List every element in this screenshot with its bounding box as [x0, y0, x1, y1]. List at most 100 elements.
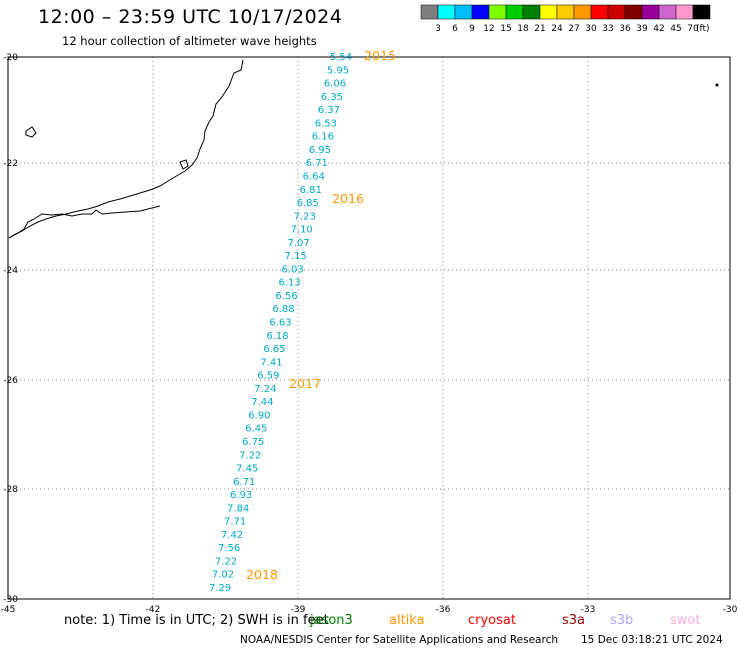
wave-height-label: 6.59 [257, 371, 279, 382]
colorbar-swatch [556, 4, 575, 20]
colorbar-label: 45 [670, 24, 681, 34]
latitude-label: -24 [3, 266, 18, 276]
latitude-label: -30 [3, 595, 18, 605]
colorbar-swatch [420, 4, 439, 20]
wave-height-label: 7.45 [236, 464, 258, 475]
map-title: 12:00 – 23:59 UTC 10/17/2024 [38, 6, 343, 28]
wave-height-label: 6.18 [266, 331, 288, 342]
latitude-label: -20 [3, 53, 18, 63]
wave-height-label: 6.75 [242, 437, 264, 448]
colorbar-label: 27 [568, 24, 579, 34]
longitude-label: -39 [291, 605, 306, 615]
graticule [8, 57, 730, 599]
wave-height-label: 7.56 [218, 543, 240, 554]
wave-height-label: 6.13 [278, 278, 300, 289]
colorbar-swatch [624, 4, 643, 20]
colorbar-label: 39 [636, 24, 648, 34]
colorbar-label: 15 [500, 24, 511, 34]
latitude-labels: -20 -22 -24 -26 -28 -30 [3, 53, 18, 605]
satellite-legend-cryosat: cryosat [468, 613, 516, 628]
wave-height-label: 7.22 [215, 556, 237, 567]
colorbar-label: 9 [469, 24, 475, 34]
wave-height-label: 6.03 [281, 264, 303, 275]
latitude-label: -28 [3, 485, 18, 495]
colorbar: 3 6 9 12 15 18 21 24 27 30 33 36 39 42 45 70(ft) [420, 4, 711, 34]
satellite-legend-swot: swot [670, 613, 701, 628]
island-dot [715, 83, 719, 87]
colorbar-label: 33 [602, 24, 613, 34]
colorbar-swatch [488, 4, 507, 20]
wave-height-label: 6.06 [324, 79, 346, 90]
wave-height-label: 7.84 [227, 503, 249, 514]
wave-height-label: 6.81 [300, 185, 322, 196]
credit-line: NOAA/NESDIS Center for Satellite Applica… [240, 634, 558, 646]
wave-height-label: 6.45 [245, 424, 267, 435]
map-frame [7, 56, 731, 600]
colorbar-label: 30 [585, 24, 597, 34]
colorbar-label: 70 [687, 24, 699, 34]
longitude-label: -33 [581, 605, 596, 615]
coastline-inlet [8, 205, 161, 239]
wave-height-label: 6.88 [272, 304, 294, 315]
colorbar-unit: (ft) [696, 24, 710, 34]
wave-height-label: 6.93 [230, 490, 252, 501]
colorbar-label: 18 [517, 24, 529, 34]
wave-height-label: 6.56 [275, 291, 297, 302]
longitude-label: -42 [146, 605, 161, 615]
colorbar-swatch [522, 4, 541, 20]
hour-label: 2016 [332, 191, 364, 206]
wave-height-label: 7.44 [251, 397, 273, 408]
wave-height-label: 6.90 [248, 410, 270, 421]
latitude-label: -22 [3, 159, 18, 169]
wave-height-label: 7.15 [284, 251, 306, 262]
colorbar-swatch [471, 4, 490, 20]
hour-label: 2017 [289, 376, 321, 391]
coastline [8, 59, 244, 239]
wave-height-label: 7.24 [254, 384, 276, 395]
colorbar-swatch [590, 4, 609, 20]
wave-height-label: 6.95 [309, 145, 331, 156]
wave-height-label: 6.71 [306, 158, 328, 169]
colorbar-swatch [573, 4, 592, 20]
wave-height-label: 6.63 [269, 318, 291, 329]
wave-height-label: 6.53 [315, 118, 337, 129]
footer-note: note: 1) Time is in UTC; 2) SWH is in fe… [64, 613, 329, 628]
longitude-label: -36 [436, 605, 451, 615]
wave-height-label: 6.85 [297, 198, 319, 209]
colorbar-label: 12 [483, 24, 494, 34]
wave-height-label: 7.23 [294, 211, 316, 222]
generated-timestamp: 15 Dec 03:18:21 UTC 2024 [581, 634, 723, 646]
wave-height-label: 6.37 [318, 105, 340, 116]
longitude-label: -30 [723, 605, 738, 615]
altimeter-track: 5.54 5.95 6.06 6.35 6.37 6.53 6.16 6.95 6.71 6.64… [209, 52, 352, 594]
hour-labels: 2015 2016 2017 2018 [246, 48, 396, 582]
hour-label: 2018 [246, 567, 278, 582]
colorbar-swatch [692, 4, 711, 20]
island-coast [25, 126, 37, 138]
colorbar-swatch [539, 4, 558, 20]
longitude-label: -45 [1, 605, 16, 615]
island-coast [179, 159, 189, 170]
colorbar-label: 21 [534, 24, 545, 34]
colorbar-swatch [675, 4, 694, 20]
longitude-labels: -45 -42 -39 -36 -33 -30 [1, 605, 738, 615]
wave-height-label: 7.02 [212, 570, 234, 581]
wave-height-label: 6.71 [233, 477, 255, 488]
colorbar-swatch [437, 4, 456, 20]
wave-height-label: 7.42 [221, 530, 243, 541]
colorbar-label: 6 [452, 24, 458, 34]
colorbar-label: 3 [435, 24, 441, 34]
wave-height-label: 6.35 [321, 92, 343, 103]
wave-height-label: 7.41 [260, 357, 282, 368]
colorbar-label: 24 [551, 24, 563, 34]
wave-height-label: 7.10 [291, 225, 313, 236]
colorbar-swatch [505, 4, 524, 20]
wave-height-label: 5.54 [330, 52, 352, 63]
wave-height-label: 6.16 [312, 132, 334, 143]
wave-height-label: 7.71 [224, 517, 246, 528]
wave-height-label: 7.22 [239, 450, 261, 461]
satellite-legend-altika: altika [389, 613, 425, 628]
colorbar-swatch [658, 4, 677, 20]
wave-height-label: 5.95 [327, 65, 349, 76]
